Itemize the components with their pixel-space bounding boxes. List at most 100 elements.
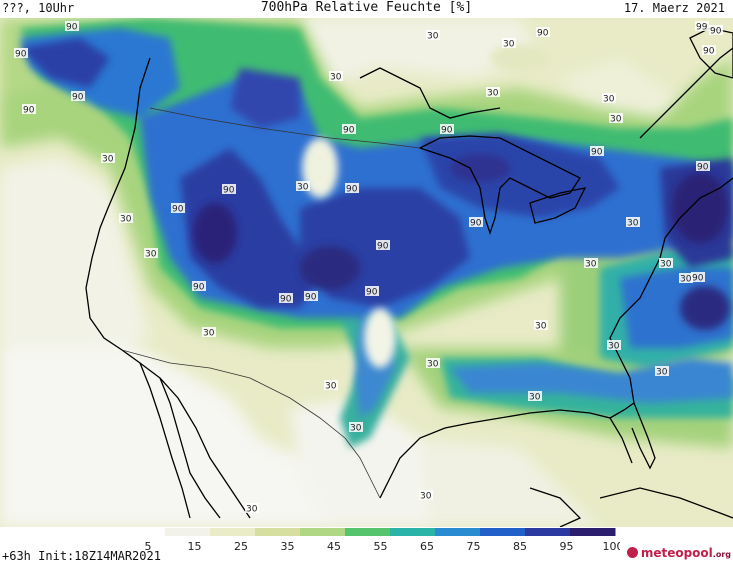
contour-label-bg: [22, 104, 36, 114]
humidity-map: 30 30 30 30 30 30 30 30 30 30 30 30 30 30 30 30 30 30 30 30…: [0, 18, 733, 527]
dark-blue-northwest: [20, 38, 110, 88]
contour-label-30: 30: [330, 73, 342, 83]
contour-label-bg: [376, 240, 390, 250]
dry-pocket-plains: [302, 138, 338, 198]
contour-label-90: 90: [15, 50, 27, 60]
contour-label-30: 30: [680, 275, 692, 285]
contour-label-30: 30: [297, 183, 309, 193]
contour-label-bg: [536, 27, 550, 37]
legend-tick-label: 45: [327, 540, 341, 553]
logo-name: meteopool: [640, 546, 713, 560]
contour-label-bg: [296, 181, 310, 191]
contour-label-bg: [702, 45, 716, 55]
northeast-coast: [639, 47, 733, 139]
contour-label-bg: [329, 71, 343, 81]
contour-label-90: 90: [470, 219, 482, 229]
footer-info: +63h Init:18Z14MAR2021: [2, 549, 161, 563]
dry-region-southwest: [0, 338, 340, 527]
contour-label-90: 90: [193, 283, 205, 293]
contour-label-30: 30: [427, 32, 439, 42]
contour-label-bg: [426, 358, 440, 368]
contour-label-bg: [696, 161, 710, 171]
contour-label-bg: [245, 503, 259, 513]
forecast-hour: +63h: [2, 549, 31, 563]
contour-label-90: 90: [537, 29, 549, 39]
header: ???, 10Uhr 700hPa Relative Feuchte [%] 1…: [0, 0, 733, 18]
contour-label-99: 99: [696, 23, 708, 33]
legend-swatch: [300, 528, 346, 536]
contour-label-30: 30: [350, 424, 362, 434]
contour-label-bg: [691, 272, 705, 282]
contour-label-bg: [590, 146, 604, 156]
contour-label-bg: [584, 258, 598, 268]
deep-core-4: [450, 154, 510, 182]
contour-label-90: 90: [72, 93, 84, 103]
contour-label-bg: [365, 286, 379, 296]
contour-label-bg: [101, 153, 115, 163]
contour-label-bg: [144, 248, 158, 258]
legend-tick-label: 65: [420, 540, 434, 553]
contour-label-30: 30: [535, 322, 547, 332]
contour-label-30: 30: [603, 95, 615, 105]
valid-time-label: ???, 10Uhr: [2, 1, 75, 15]
florida: [609, 401, 656, 470]
contour-label-30: 30: [656, 368, 668, 378]
lake-erie: [529, 187, 587, 224]
contour-label-30: 30: [246, 505, 258, 515]
west-coast: [85, 57, 221, 519]
contour-label-30: 30: [427, 360, 439, 370]
contour-label-30: 30: [660, 260, 672, 270]
contour-label-90: 90: [66, 23, 78, 33]
contour-label-bg: [679, 273, 693, 283]
contour-label-bg: [71, 91, 85, 101]
baja-peninsula: [139, 362, 191, 519]
dry-pocket-colorado: [364, 308, 396, 368]
us-mexico-border: [121, 349, 381, 499]
contour-label-bg: [607, 340, 621, 350]
legend-swatch: [165, 528, 211, 536]
contour-label-bg: [119, 213, 133, 223]
great-lakes: [418, 135, 581, 236]
contour-label-bg: [534, 320, 548, 330]
contour-label-90: 90: [591, 148, 603, 158]
valid-date-label: 17. Maerz 2021: [623, 1, 725, 15]
deep-core-5: [680, 286, 730, 330]
contour-label-bg: [202, 327, 216, 337]
contour-label-30: 30: [120, 215, 132, 225]
contour-labels: 30 30 30 30 30 30 30 30 30 30 30 30 30 30 30 30 30 30 30 30…: [14, 21, 723, 515]
legend-tick-label: 75: [467, 540, 481, 553]
contour-label-bg: [426, 30, 440, 40]
contour-label-90: 90: [343, 126, 355, 136]
contour-label-30: 30: [585, 260, 597, 270]
contour-label-90: 90: [280, 295, 292, 305]
legend-tick-label: 100: [603, 540, 621, 553]
contour-label-bg: [659, 258, 673, 268]
contour-label-bg: [695, 21, 709, 31]
contour-label-90: 90: [703, 47, 715, 57]
deep-core-2: [300, 246, 360, 290]
map-title: 700hPa Relative Feuchte [%]: [260, 0, 473, 15]
contour-label-bg: [419, 490, 433, 500]
contour-label-30: 30: [487, 89, 499, 99]
contour-label-bg: [602, 93, 616, 103]
deep-core-1: [193, 203, 237, 263]
contour-label-bg: [342, 124, 356, 134]
contour-label-bg: [440, 124, 454, 134]
dark-blue-canada: [230, 68, 300, 128]
legend-swatch: [570, 528, 616, 536]
init-time: Init:18Z14MAR2021: [38, 549, 161, 563]
legend-swatch: [480, 528, 526, 536]
legend-tick-label: 55: [374, 540, 388, 553]
contour-label-bg: [222, 184, 236, 194]
contour-label-bg: [502, 38, 516, 48]
contour-label-90: 90: [377, 242, 389, 252]
contour-label-30: 30: [608, 342, 620, 352]
dry-region-west: [0, 158, 150, 348]
contour-label-bg: [709, 25, 723, 35]
contour-label-30: 30: [627, 219, 639, 229]
meteopool-logo: meteopool.org: [626, 546, 731, 560]
legend-swatch: [345, 528, 391, 536]
contour-label-bg: [192, 281, 206, 291]
contour-label-bg: [469, 217, 483, 227]
contour-label-90: 90: [692, 274, 704, 284]
